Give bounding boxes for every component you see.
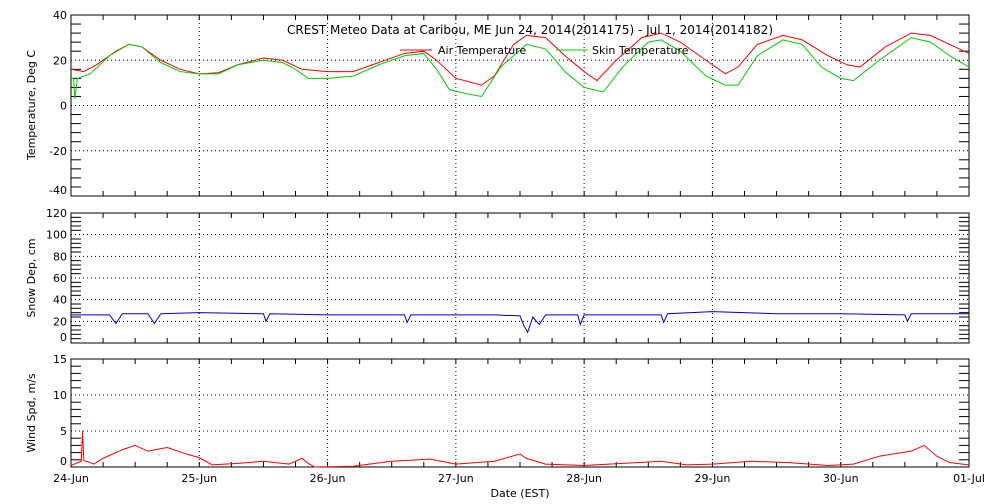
y-tick-label: 100 [46, 229, 67, 242]
y-tick-label: 120 [46, 207, 67, 220]
y-tick-label: 40 [53, 9, 67, 22]
x-tick-label: 27-Jun [438, 472, 474, 485]
y-tick-label: -40 [49, 184, 67, 197]
chart-title: CREST Meteo Data at Caribou, ME Jun 24, … [287, 23, 773, 37]
y-tick-label: 20 [53, 54, 67, 67]
y-tick-label: 0 [60, 331, 67, 344]
series-line-skin-temperature [71, 37, 970, 99]
series-line-snow-depth [71, 311, 969, 334]
y-tick-label: 0 [60, 100, 67, 113]
y-tick-label: 80 [53, 250, 67, 263]
x-tick-label: 26-Jun [310, 472, 346, 485]
ylabel-wind: Wind Spd, m/s [25, 373, 38, 453]
y-tick-label: 40 [53, 294, 67, 307]
ylabel-snow: Snow Dep, cm [25, 238, 38, 317]
series-line-wind-speed [70, 430, 970, 468]
y-tick-label: 15 [53, 353, 67, 366]
x-tick-label: 25-Jun [181, 472, 217, 485]
y-tick-label: -20 [49, 145, 67, 158]
plot-frame [70, 358, 970, 468]
ylabel-temperature: Temperature, Deg C [25, 50, 38, 161]
y-tick-label: 60 [53, 272, 67, 285]
xlabel: Date (EST) [490, 487, 549, 500]
y-tick-label: 10 [53, 389, 67, 402]
y-tick-label: 5 [60, 425, 67, 438]
x-tick-label: 29-Jun [695, 472, 731, 485]
y-tick-label: 20 [53, 315, 67, 328]
legend-label-air: Air Temperature [438, 44, 527, 57]
x-tick-label: 24-Jun [53, 472, 89, 485]
legend-label-skin: Skin Temperature [592, 44, 689, 57]
x-tick-label: 28-Jun [566, 472, 602, 485]
y-tick-label: 0 [60, 455, 67, 468]
x-tick-label: 01-Jul [953, 472, 985, 485]
x-tick-label: 30-Jun [823, 472, 859, 485]
series-line-air-temperature [70, 32, 970, 86]
legend: Air Temperature Skin Temperature [400, 44, 689, 57]
